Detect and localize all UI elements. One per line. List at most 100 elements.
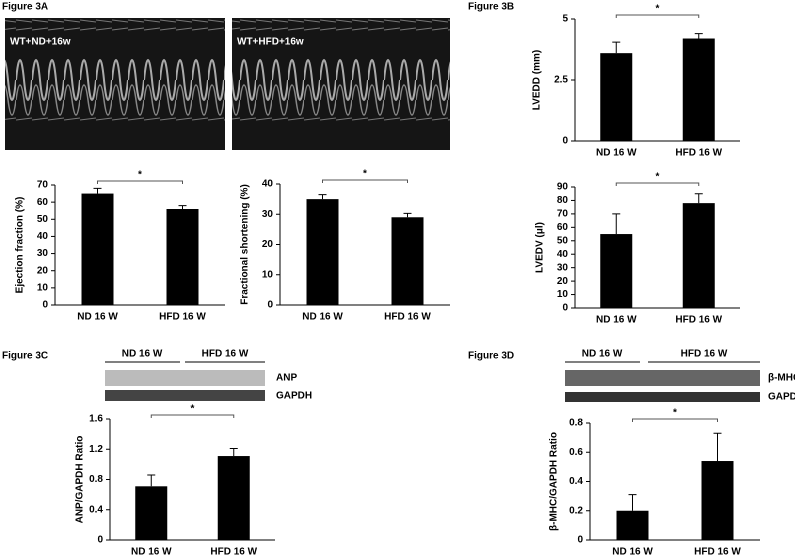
- y-axis-label: LVEDD (mm): [532, 50, 543, 110]
- y-tick-label: 90: [557, 182, 569, 193]
- error-bar: [612, 213, 621, 235]
- y-tick-label: 20: [262, 239, 274, 250]
- bar: [682, 38, 715, 141]
- figure-label: Figure 3D: [468, 351, 514, 362]
- error-bar: [713, 432, 722, 462]
- bar: [600, 234, 633, 308]
- y-tick-label: 70: [37, 180, 49, 191]
- bar: [682, 203, 715, 308]
- x-tick-label: HFD 16 W: [159, 312, 206, 323]
- x-tick-label: HFD 16 W: [675, 148, 722, 159]
- y-tick-label: 60: [37, 197, 49, 208]
- y-tick-label: 80: [557, 195, 569, 206]
- x-tick-label: ND 16 W: [596, 148, 637, 159]
- y-tick-label: 20: [37, 265, 49, 276]
- chart: 0 0.4 0.8 1.2 1.6 ND 16 W HFD 16 W * ANP/GAPDH R…: [75, 404, 275, 556]
- y-tick-label: 1.2: [89, 444, 103, 455]
- y-tick-label: 0.4: [89, 504, 103, 515]
- significance-label: *: [138, 170, 142, 181]
- y-tick-label: 10: [37, 282, 49, 293]
- x-tick-label: ND 16 W: [612, 547, 653, 556]
- echo-image: [5, 18, 225, 150]
- y-tick-label: 0: [562, 303, 568, 314]
- y-tick-label: 0.6: [569, 447, 583, 458]
- blot-group: HFD 16 W: [202, 349, 249, 360]
- error-bar: [612, 41, 621, 54]
- bar: [217, 456, 250, 540]
- blot-band: GAPDH: [768, 392, 795, 403]
- echo-label: WT+HFD+16w: [237, 37, 304, 48]
- x-tick-label: HFD 16 W: [210, 547, 257, 556]
- y-tick-label: 10: [262, 269, 274, 280]
- significance-label: *: [363, 169, 367, 180]
- y-tick-label: 0: [97, 535, 103, 546]
- error-bar: [147, 474, 156, 487]
- error-bar: [178, 205, 187, 209]
- y-tick-label: 0.2: [569, 505, 583, 516]
- bar: [81, 193, 114, 305]
- y-tick-label: 50: [557, 235, 569, 246]
- significance-bracket: [97, 180, 183, 184]
- y-tick-label: 0.8: [89, 474, 103, 485]
- bar: [166, 209, 199, 305]
- y-tick-label: 0: [562, 136, 568, 147]
- significance-bracket: [150, 414, 235, 418]
- x-tick-label: HFD 16 W: [384, 312, 431, 323]
- significance-label: *: [673, 408, 677, 419]
- significance-bracket: [322, 179, 408, 183]
- y-tick-label: 70: [557, 209, 569, 220]
- significance-bracket: [615, 14, 700, 18]
- y-tick-label: 40: [557, 249, 569, 260]
- chart: 0 10 20 30 40 50 60 70 80 90 ND 16 W HFD 16 W * LVEDV…: [535, 172, 740, 326]
- blot-band: ANP: [276, 373, 297, 384]
- y-tick-label: 0: [577, 535, 583, 546]
- figure-label: Figure 3B: [468, 2, 514, 13]
- error-bar: [229, 447, 238, 457]
- y-tick-label: 50: [37, 214, 49, 225]
- bar: [306, 199, 339, 305]
- significance-label: *: [656, 172, 660, 183]
- echo-image: [232, 18, 450, 150]
- significance-label: *: [656, 4, 660, 15]
- y-tick-label: 30: [37, 248, 49, 259]
- chart: 0 0.2 0.4 0.6 0.8 ND 16 W HFD 16 W * β-MHC/GAPDH…: [549, 408, 760, 556]
- y-axis-label: β-MHC/GAPDH Ratio: [549, 432, 560, 531]
- error-bar: [628, 494, 637, 511]
- bar: [701, 461, 734, 540]
- blot-group: HFD 16 W: [681, 349, 728, 360]
- x-tick-label: HFD 16 W: [694, 547, 741, 556]
- x-tick-label: ND 16 W: [77, 312, 118, 323]
- x-tick-label: ND 16 W: [596, 315, 637, 326]
- y-tick-label: 40: [37, 231, 49, 242]
- figure-label: Figure 3C: [2, 351, 48, 362]
- y-tick-label: 40: [262, 179, 274, 190]
- blot-band: β-MHC: [768, 373, 795, 384]
- y-axis-label: Ejection fraction (%): [15, 197, 26, 294]
- y-axis-label: Fractional shortening (%): [240, 184, 251, 305]
- blot-band: GAPDH: [276, 391, 312, 402]
- bar: [135, 486, 168, 540]
- y-tick-label: 0.8: [569, 418, 583, 429]
- blot: ND 16 W HFD 16 W ANP GAPDH: [105, 349, 312, 402]
- figure-label: Figure 3A: [2, 2, 48, 13]
- y-tick-label: 0: [42, 300, 48, 311]
- error-bar: [318, 194, 327, 200]
- y-axis-label: LVEDV (μl): [535, 222, 546, 273]
- blot-group: ND 16 W: [122, 349, 163, 360]
- y-tick-label: 10: [557, 289, 569, 300]
- y-axis-label: ANP/GAPDH Ratio: [75, 436, 86, 524]
- chart: 0 10 20 30 40 50 60 70 ND 16 W HFD 16 W * Ejection …: [15, 170, 225, 323]
- error-bar: [93, 187, 102, 194]
- error-bar: [694, 33, 703, 39]
- significance-label: *: [191, 404, 195, 415]
- y-tick-label: 2.5: [554, 75, 568, 86]
- significance-bracket: [632, 418, 718, 422]
- bar: [600, 53, 633, 141]
- error-bar: [403, 212, 412, 218]
- x-tick-label: HFD 16 W: [675, 315, 722, 326]
- chart: 0 2.5 5 ND 16 W HFD 16 W * LVEDD (mm): [532, 4, 740, 159]
- bar: [616, 510, 649, 540]
- y-tick-label: 60: [557, 222, 569, 233]
- echo-label: WT+ND+16w: [10, 37, 71, 48]
